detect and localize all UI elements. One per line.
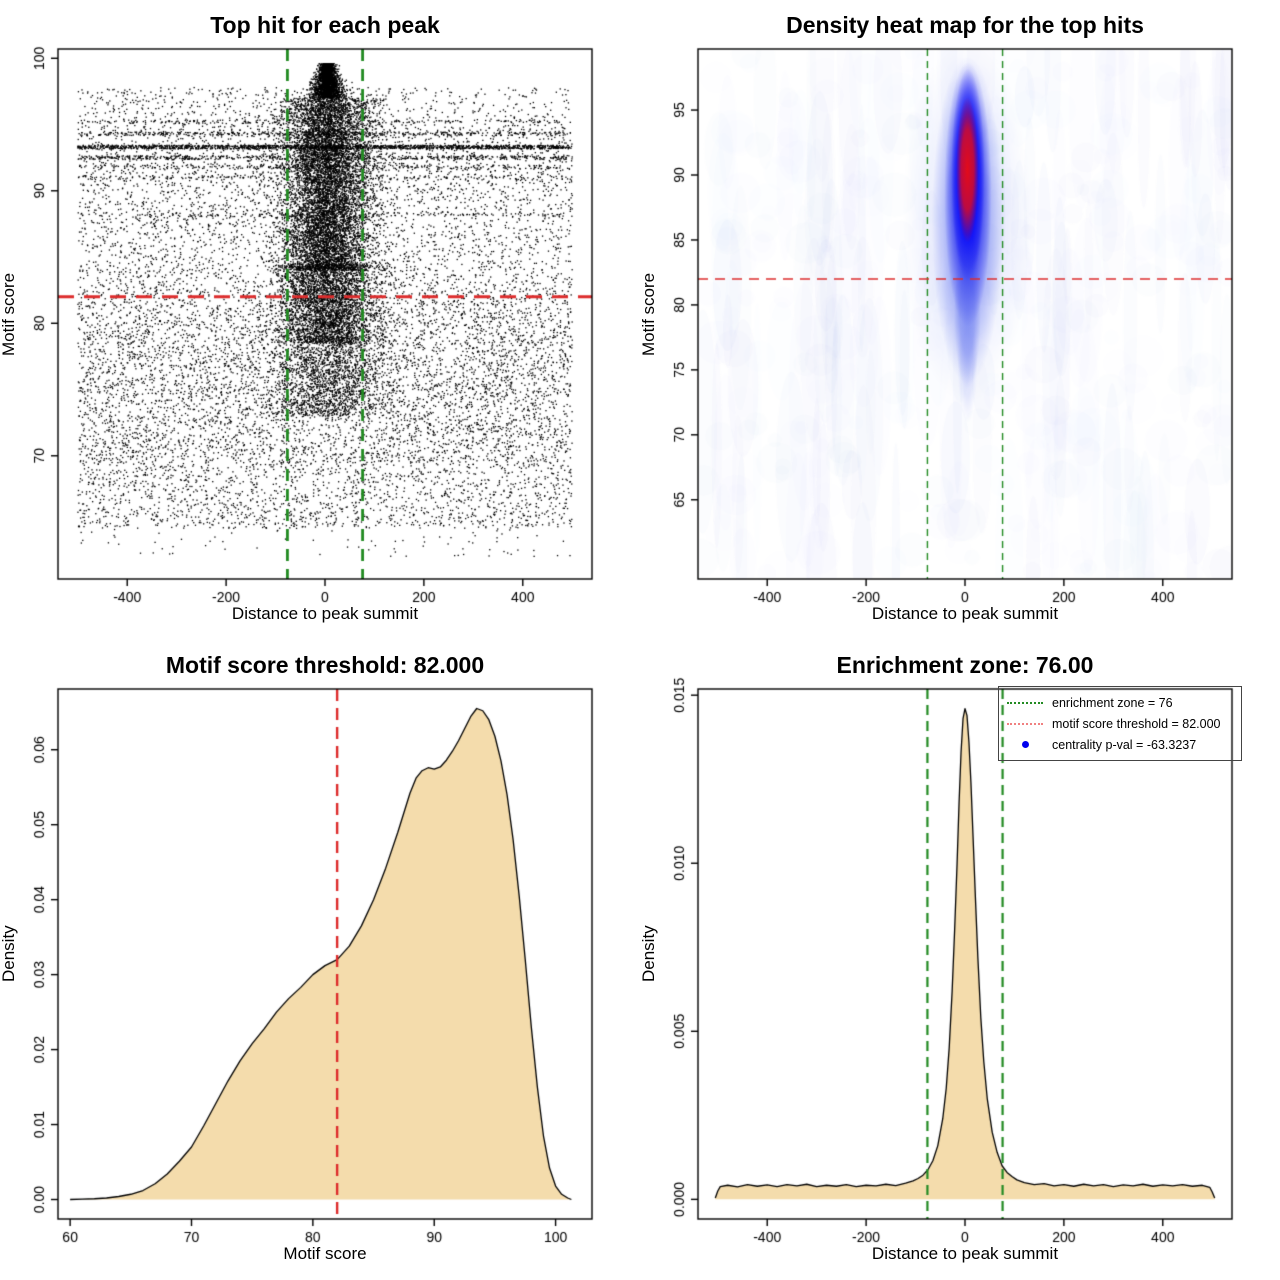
legend-label-motif-score-threshold: motif score threshold = 82.000 (1052, 716, 1221, 731)
y-axis-label-density: Density (639, 925, 658, 983)
legend-item-centrality-pval: centrality p-val = -63.3237 (1001, 734, 1239, 755)
y-axis-label-motif-score: Motif score (0, 272, 18, 356)
scatter-plot-canvas (0, 0, 640, 640)
panel-density-heatmap: Density heat map for the top hits Distan… (639, 0, 1280, 640)
panel-enrichment-zone-density: Enrichment zone: 76.00 Distance to peak … (639, 640, 1280, 1280)
legend-label-centrality-pval: centrality p-val = -63.3237 (1052, 737, 1197, 752)
panel-title-enrichment-zone: Enrichment zone: 76.00 (836, 652, 1094, 678)
panel-motif-score-density: Motif score threshold: 82.000 Motif scor… (0, 640, 640, 1280)
blue-dot-sample (1007, 741, 1043, 748)
motif-score-density-canvas (0, 640, 640, 1280)
panel-top-hit-scatter: Top hit for each peak Distance to peak s… (0, 0, 640, 640)
x-axis-label-motif-score: Motif score (283, 1244, 367, 1263)
y-axis-label-motif-score: Motif score (639, 272, 658, 356)
red-dotted-line-sample (1007, 722, 1043, 725)
green-dotted-line-sample (1007, 701, 1043, 704)
legend-label-enrichment-zone: enrichment zone = 76 (1052, 695, 1173, 710)
heatmap-canvas (640, 0, 1280, 640)
legend-item-motif-score-threshold: motif score threshold = 82.000 (1001, 713, 1239, 734)
legend-box: enrichment zone = 76 motif score thresho… (998, 686, 1242, 761)
x-axis-label-distance: Distance to peak summit (871, 1244, 1059, 1263)
panel-title-top-hits: Top hit for each peak (210, 12, 440, 38)
panel-title-motif-score-threshold: Motif score threshold: 82.000 (165, 652, 485, 678)
y-axis-label-density: Density (0, 925, 18, 983)
x-axis-label-distance: Distance to peak summit (231, 604, 419, 623)
legend-item-enrichment-zone: enrichment zone = 76 (1001, 692, 1239, 713)
enrichment-zone-density-canvas (640, 640, 1280, 1280)
x-axis-label-distance: Distance to peak summit (871, 604, 1059, 623)
panel-title-heatmap: Density heat map for the top hits (786, 12, 1144, 38)
